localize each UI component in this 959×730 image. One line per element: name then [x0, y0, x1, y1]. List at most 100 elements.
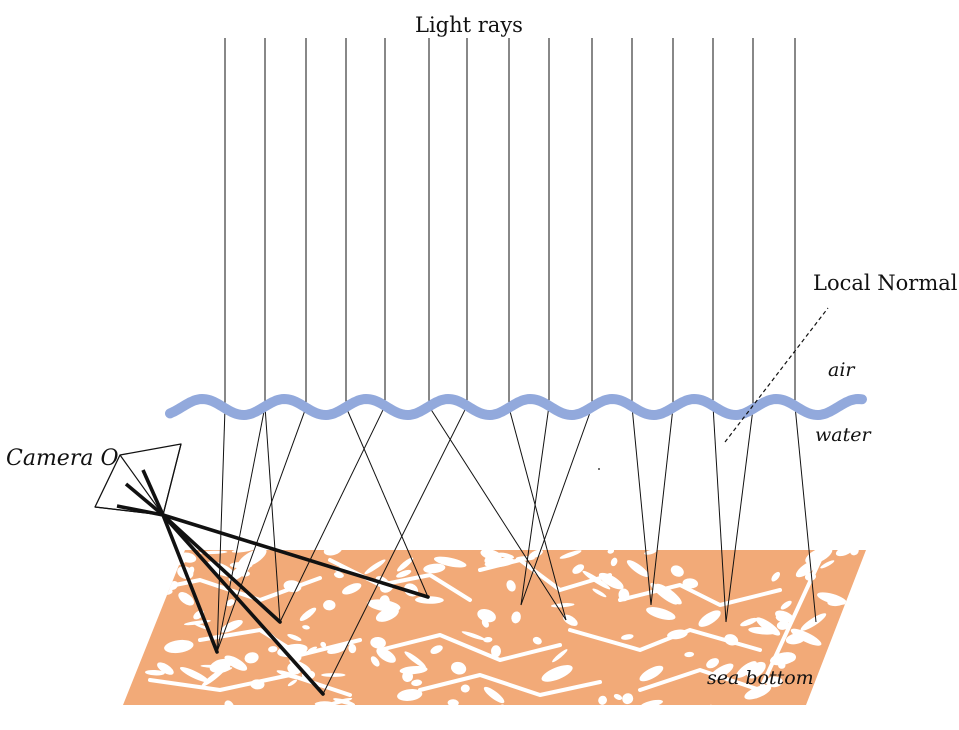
sea-bottom-blotch: [639, 665, 664, 682]
sea-bottom-blotch: [480, 550, 502, 561]
sea-bottom-blotch: [397, 689, 423, 701]
refracted-ray: [216, 406, 266, 653]
sea-bottom-streak: [568, 628, 762, 652]
sea-bottom-streak: [478, 558, 612, 592]
sea-bottom-blotch: [835, 550, 853, 557]
sea-bottom-blotch: [483, 636, 493, 643]
sea-bottom: [123, 550, 866, 705]
light-rays-label: Light rays: [415, 13, 523, 37]
sea-bottom-blotch: [572, 564, 585, 574]
sea-bottom-blotch: [805, 550, 833, 565]
water-label: water: [815, 424, 872, 446]
sea-bottom-blotch: [404, 651, 426, 669]
sea-bottom-blotch: [795, 560, 818, 578]
sea-bottom-blotch: [287, 679, 298, 687]
sea-bottom-blotch: [483, 686, 505, 704]
sea-bottom-blotch: [397, 557, 414, 572]
water-surface: [165, 393, 867, 421]
camera-icon: [94, 443, 182, 517]
sea-bottom-blotch: [640, 699, 663, 705]
speck: [598, 468, 600, 470]
camera-label: Camera O: [6, 446, 119, 471]
sea-bottom-blotch: [820, 560, 835, 569]
sea-bottom-blotch: [506, 580, 516, 592]
sea-bottom-blotch: [735, 661, 757, 678]
sea-bottom-blotch: [228, 561, 252, 582]
sea-bottom-blotch: [157, 662, 174, 675]
camera-view-ray: [161, 513, 430, 599]
sea-bottom-blotch: [532, 636, 542, 645]
sea-bottom-blotch: [123, 566, 139, 576]
sea-bottom-blotch: [447, 699, 459, 705]
refracted-ray: [216, 408, 226, 653]
sea-bottom-blotch: [402, 671, 414, 682]
sea-bottom-blotch: [433, 556, 467, 568]
sea-bottom-blotch: [740, 617, 758, 627]
sea-bottom-streak: [638, 558, 822, 692]
camera-view-ray: [161, 513, 325, 696]
sea-bottom-blotch: [123, 594, 129, 607]
sea-bottom-blotch: [785, 633, 806, 645]
sea-bottom-blotch: [626, 560, 649, 578]
refracted-ray: [725, 408, 754, 623]
sea-bottom-blotch: [829, 672, 860, 683]
sea-bottom-blotch: [268, 646, 278, 653]
sea-bottom-blotch: [396, 569, 412, 578]
sea-bottom-streak: [418, 673, 602, 697]
sea-bottom-blotch: [848, 645, 860, 655]
sea-bottom-blotch: [622, 693, 634, 705]
refracted-ray: [322, 405, 468, 695]
sea-bottom-blotch: [415, 596, 444, 604]
sea-bottom-streak: [198, 628, 362, 657]
sea-bottom-blotch: [744, 684, 772, 700]
sea-bottom-streak: [378, 633, 562, 662]
sea-bottom-blotch: [706, 704, 716, 705]
sea-bottom-blotch: [592, 588, 607, 598]
sea-bottom-blotch: [684, 651, 695, 658]
refracted-light-rays: [216, 405, 817, 695]
sea-bottom-blotch: [775, 616, 783, 622]
sea-bottom-blotch: [607, 550, 615, 554]
refracted-ray: [428, 406, 567, 621]
sea-bottom-blotch: [123, 600, 135, 615]
sea-bottom-blotch: [610, 557, 618, 567]
sea-bottom-blotch: [849, 550, 859, 556]
sea-bottom-blotch: [706, 658, 720, 669]
sea-bottom-blotch: [370, 656, 380, 667]
sea-bottom-blotch: [771, 571, 781, 582]
sea-bottom-blotch: [244, 652, 259, 664]
refracted-ray: [279, 405, 386, 623]
sea-bottom-blotch: [307, 646, 318, 652]
camera-view-ray: [161, 513, 219, 654]
sea-bottom-blotch: [698, 610, 721, 627]
sea-bottom-blotch: [853, 587, 862, 598]
refracted-ray: [345, 406, 429, 598]
sea-bottom-blotch: [226, 599, 235, 607]
sea-bottom-blotch: [145, 669, 165, 676]
sea-bottom-blotch: [776, 620, 790, 630]
sea-bottom-blotch: [224, 655, 248, 671]
refracted-ray: [216, 407, 307, 653]
sea-bottom-blotch: [217, 667, 233, 674]
sea-bottom-blotch: [746, 661, 766, 679]
sea-bottom-blotch: [370, 636, 386, 649]
refracted-ray: [712, 405, 727, 623]
sea-bottom-blotch: [364, 559, 386, 575]
refracted-ray: [794, 405, 817, 623]
sea-bottom-blotch: [821, 674, 838, 683]
sea-bottom-blotch: [644, 550, 657, 555]
sea-bottom-blotch: [528, 550, 543, 559]
sea-bottom-blotch: [780, 600, 792, 610]
sea-bottom-blotch: [511, 611, 521, 624]
sea-bottom-label: sea bottom: [707, 667, 814, 689]
sea-bottom-blotch: [650, 583, 678, 605]
sea-bottom-blotch: [134, 622, 150, 637]
sea-bottom-blotch: [831, 692, 862, 705]
sea-bottom-blotch: [541, 665, 573, 682]
sea-bottom-blotch: [179, 666, 209, 683]
incident-light-rays: [224, 38, 796, 409]
sea-bottom-blotch: [755, 617, 781, 636]
sea-bottom-blotch: [497, 552, 515, 559]
sea-bottom-blotch: [817, 592, 847, 605]
refracted-ray: [264, 406, 281, 623]
